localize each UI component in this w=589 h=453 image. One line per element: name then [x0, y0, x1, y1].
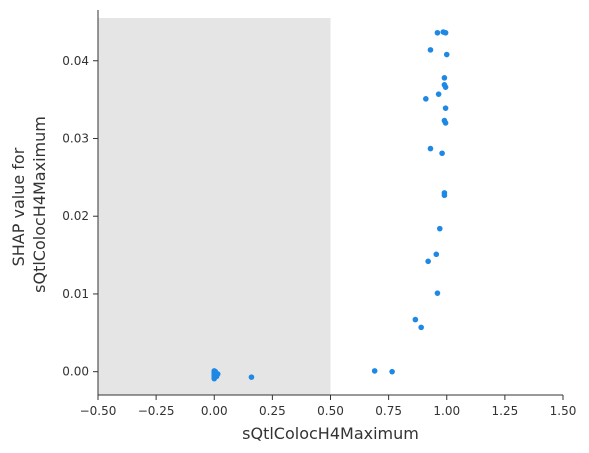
y-axis-label-line-2: sQtlColocH4Maximum: [30, 116, 49, 293]
y-tick-label: 0.03: [62, 131, 89, 145]
y-tick-label: 0.01: [62, 287, 89, 301]
x-tick-label: −0.50: [80, 404, 117, 418]
data-point: [248, 374, 255, 380]
x-tick-label: 1.00: [433, 404, 460, 418]
y-tick-label: 0.02: [62, 209, 89, 223]
shaded-region: [98, 18, 331, 395]
data-point: [443, 51, 450, 58]
x-tick-label: 0.75: [375, 404, 402, 418]
y-tick-label: 0.04: [62, 54, 89, 68]
x-tick-label: 0.50: [317, 404, 344, 418]
data-point: [434, 290, 441, 296]
data-point: [389, 368, 395, 375]
data-point: [427, 145, 434, 152]
x-tick-label: 1.50: [550, 404, 577, 418]
y-axis-label-line-1: SHAP value for: [9, 147, 28, 266]
x-tick-label: 0.25: [259, 404, 286, 418]
data-point: [442, 105, 449, 111]
data-point: [442, 29, 449, 36]
x-tick-label: −0.25: [138, 404, 175, 418]
points-layer: [211, 29, 450, 382]
data-point: [434, 29, 441, 36]
data-point: [441, 190, 448, 196]
x-axis-ticks: −0.50 −0.25 0.00 0.25 0.50 0.75 1.00 1.25 1.50: [80, 395, 577, 418]
data-point: [433, 251, 440, 258]
data-point: [412, 316, 419, 323]
data-point: [371, 368, 378, 374]
data-point: [214, 371, 221, 377]
x-tick-label: 0.00: [201, 404, 228, 418]
x-axis-label: sQtlColocH4Maximum: [242, 424, 419, 443]
data-point: [435, 91, 442, 97]
data-point: [441, 75, 448, 81]
data-point: [425, 258, 431, 265]
data-point: [423, 96, 429, 102]
x-tick-label: 1.25: [492, 404, 519, 418]
data-point: [436, 225, 443, 232]
data-point: [439, 150, 445, 157]
data-point: [418, 324, 424, 331]
data-point: [441, 117, 448, 124]
data-point: [441, 82, 448, 88]
y-axis-label: SHAP value for sQtlColocH4Maximum: [9, 116, 49, 293]
y-tick-label: 0.00: [62, 365, 89, 379]
y-axis-ticks: 0.00 0.01 0.02 0.03 0.04: [62, 54, 98, 379]
data-point: [427, 47, 434, 53]
